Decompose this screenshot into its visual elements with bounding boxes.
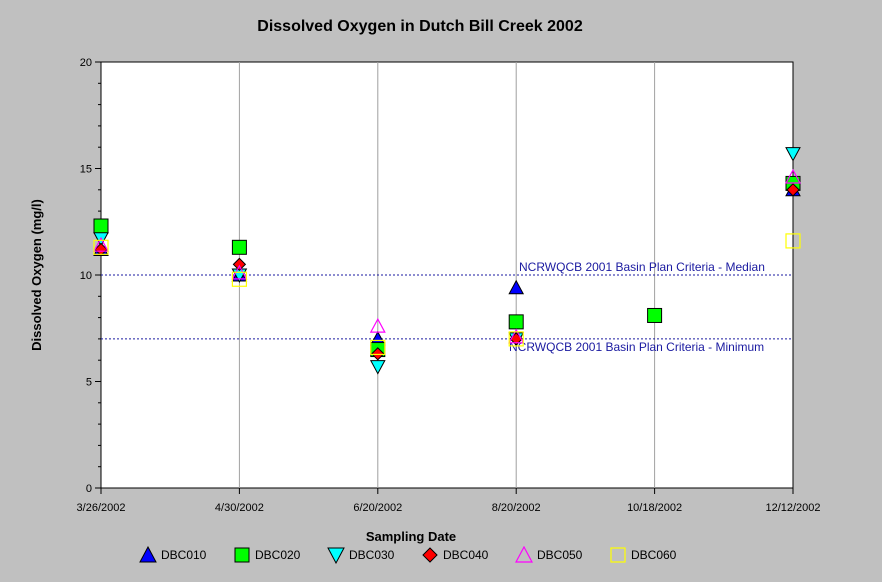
data-point-dbc050 bbox=[369, 317, 386, 333]
legend-label: DBC010 bbox=[161, 548, 207, 562]
legend-item-dbc050: DBC050 bbox=[515, 546, 582, 564]
legend-label: DBC050 bbox=[537, 548, 583, 562]
data-point-dbc060 bbox=[370, 339, 386, 356]
legend-label: DBC060 bbox=[631, 548, 677, 562]
legend-marker bbox=[515, 546, 533, 563]
reference-lines: NCRWQCB 2001 Basin Plan Criteria - Media… bbox=[101, 260, 793, 354]
legend-label: DBC020 bbox=[255, 548, 301, 562]
data-point-dbc010 bbox=[508, 279, 525, 295]
legend-marker bbox=[234, 547, 250, 563]
legend-marker-shape bbox=[515, 546, 533, 563]
x-tick-label: 6/20/2002 bbox=[353, 502, 402, 514]
legend-marker-shape bbox=[139, 546, 157, 563]
data-point-dbc030 bbox=[369, 360, 386, 375]
x-axis-title: Sampling Date bbox=[366, 529, 456, 544]
data-point-dbc020 bbox=[231, 239, 247, 255]
legend-label: DBC040 bbox=[443, 548, 489, 562]
chart-title: Dissolved Oxygen in Dutch Bill Creek 200… bbox=[257, 18, 583, 35]
data-markers bbox=[92, 147, 802, 375]
data-point-dbc030 bbox=[785, 147, 801, 162]
data-point-dbc040 bbox=[786, 183, 800, 197]
data-point-dbc060 bbox=[785, 233, 801, 249]
data-point-dbc050 bbox=[92, 236, 110, 252]
legend-marker-shape bbox=[610, 547, 626, 563]
legend-item-dbc020: DBC020 bbox=[233, 546, 300, 564]
y-tick-label: 5 bbox=[86, 377, 92, 389]
data-point-dbc060 bbox=[93, 239, 109, 255]
data-point-dbc020 bbox=[508, 314, 524, 330]
y-axis: 0 5 10 15 20 bbox=[80, 57, 101, 495]
y-tick-label: 15 bbox=[80, 164, 92, 176]
x-tick-label: 3/26/2002 bbox=[77, 502, 126, 514]
y-axis-title: Dissolved Oxygen (mg/l) bbox=[29, 199, 44, 351]
legend-marker bbox=[327, 547, 345, 564]
data-point-dbc050 bbox=[508, 328, 525, 344]
data-point-dbc020 bbox=[93, 218, 109, 234]
legend: DBC010 DBC020 DBC030 DBC040 DBC050 DBC060 bbox=[0, 546, 882, 568]
data-point-dbc040 bbox=[94, 242, 108, 257]
legend-item-dbc010: DBC010 bbox=[139, 546, 206, 564]
legend-marker-shape bbox=[327, 547, 345, 564]
legend-marker-shape bbox=[422, 547, 438, 563]
legend-label: DBC030 bbox=[349, 548, 395, 562]
legend-item-dbc060: DBC060 bbox=[609, 546, 676, 564]
data-point-dbc040 bbox=[232, 257, 247, 272]
legend-item-dbc030: DBC030 bbox=[327, 546, 394, 564]
legend-marker bbox=[422, 547, 438, 563]
data-point-dbc050 bbox=[784, 168, 802, 184]
x-tick-label: 12/12/2002 bbox=[765, 502, 820, 514]
data-point-dbc060 bbox=[508, 331, 524, 347]
x-tick-label: 10/18/2002 bbox=[627, 502, 682, 514]
x-axis: 3/26/2002 4/30/2002 6/20/2002 8/20/2002 10/1… bbox=[77, 488, 821, 514]
y-tick-label: 20 bbox=[80, 57, 92, 69]
x-tick-label: 8/20/2002 bbox=[492, 502, 541, 514]
legend-marker-shape bbox=[234, 547, 250, 563]
x-tick-label: 4/30/2002 bbox=[215, 502, 264, 514]
data-point-dbc060 bbox=[231, 271, 247, 287]
data-point-dbc020 bbox=[647, 307, 663, 323]
legend-item-dbc040: DBC040 bbox=[421, 546, 488, 564]
reference-line-label: NCRWQCB 2001 Basin Plan Criteria - Minim… bbox=[509, 340, 764, 354]
y-tick-label: 10 bbox=[80, 270, 92, 282]
data-point-dbc040 bbox=[371, 347, 385, 361]
legend-marker bbox=[139, 546, 157, 563]
y-tick-label: 0 bbox=[86, 483, 92, 495]
legend-marker bbox=[610, 547, 626, 563]
reference-line-label: NCRWQCB 2001 Basin Plan Criteria - Media… bbox=[519, 260, 765, 274]
